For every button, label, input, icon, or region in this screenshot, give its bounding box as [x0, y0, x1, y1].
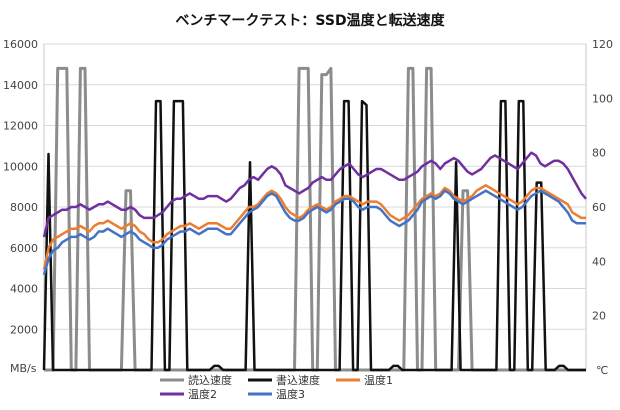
series-line-3: [42, 184, 586, 270]
legend-label: 温度1: [364, 373, 393, 387]
series-line-2: [42, 99, 586, 372]
right-tick-label: 120: [592, 38, 613, 51]
left-tick-label: 4000: [10, 283, 38, 296]
right-tick-label: 20: [592, 310, 606, 323]
right-axis-unit: ℃: [596, 364, 608, 377]
series-line-4: [42, 151, 587, 238]
legend-label: 温度3: [276, 387, 305, 401]
right-tick-label: 100: [592, 92, 613, 105]
legend-label: 書込速度: [276, 373, 320, 387]
left-tick-label: 6000: [10, 242, 38, 255]
series-line-5: [42, 189, 586, 276]
series-lines: [42, 66, 587, 372]
left-tick-label: 10000: [3, 160, 38, 173]
left-tick-label: 2000: [10, 323, 38, 336]
legend-label: 温度2: [188, 387, 217, 401]
legend-label: 読込速度: [188, 373, 232, 387]
right-tick-label: 40: [592, 255, 606, 268]
right-tick-label: 60: [592, 201, 606, 214]
left-axis-unit: MB/s: [10, 362, 37, 375]
left-tick-label: 14000: [3, 79, 38, 92]
left-tick-label: 12000: [3, 120, 38, 133]
chart-title: ベンチマークテスト：SSD温度と転送速度: [175, 12, 445, 29]
right-axis-ticks: 20 40 60 80 100 120: [592, 38, 613, 323]
right-tick-label: 80: [592, 147, 606, 160]
left-tick-label: 16000: [3, 38, 38, 51]
left-tick-label: 8000: [10, 201, 38, 214]
left-axis-ticks: 2000 4000 6000 8000 10000 12000 14000 16000: [3, 38, 38, 336]
legend: 読込速度 書込速度 温度1 温度2 温度3: [160, 373, 393, 401]
